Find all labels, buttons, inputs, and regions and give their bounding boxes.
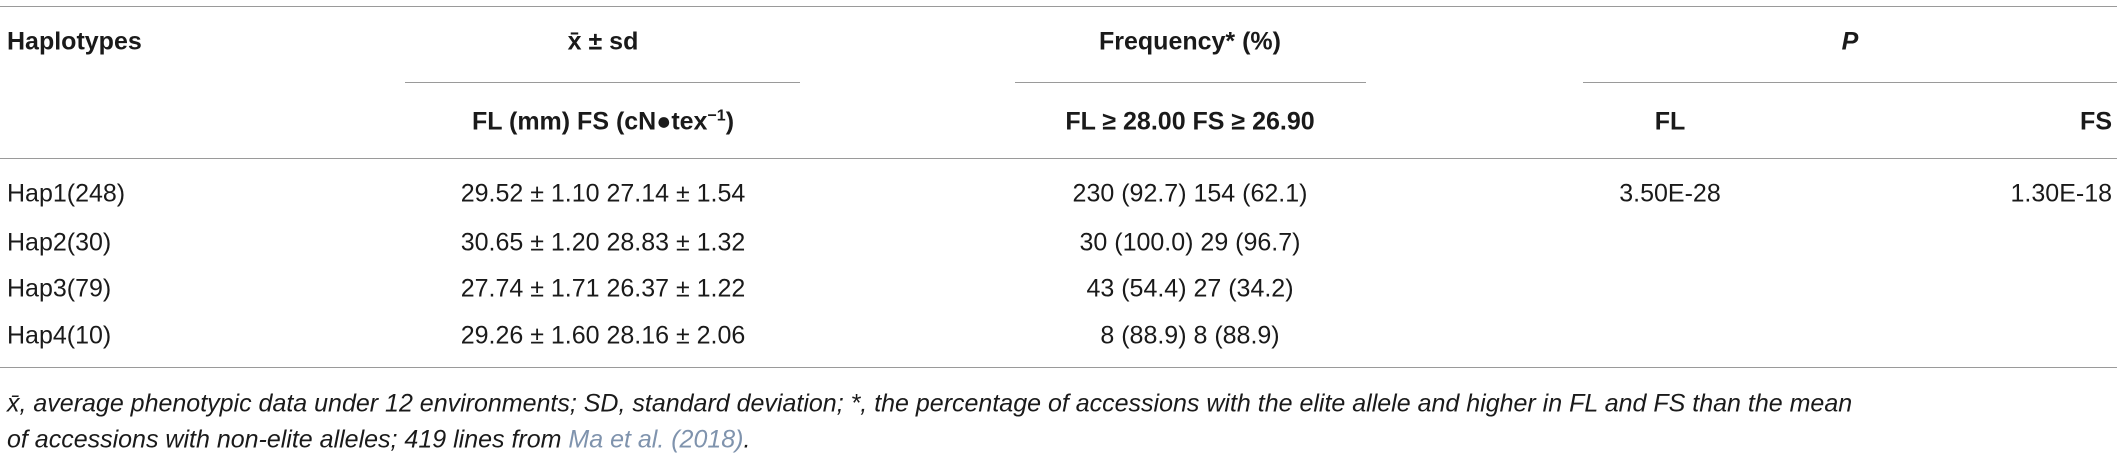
header-cell: Frequency* (%) (1099, 27, 1281, 56)
header-cell: FL (mm) FS (cN●tex−1) (472, 107, 734, 136)
table-cell: 3.50E-28 (1619, 179, 1721, 208)
bottom-rule (0, 367, 2117, 368)
footnote: x̄, average phenotypic data under 12 env… (7, 389, 1853, 418)
header-cell: x̄ ± sd (567, 27, 639, 56)
header-cell: Haplotypes (7, 27, 142, 56)
superscript: −1 (707, 107, 726, 125)
footnote-text: . (743, 425, 751, 454)
citation-link[interactable]: Ma et al. (2018) (568, 425, 744, 454)
header-cell: FL ≥ 28.00 FS ≥ 26.90 (1065, 107, 1315, 136)
header-cell: P (1841, 27, 1859, 56)
header-cell: FL (1654, 107, 1686, 136)
table-cell: Hap1(248) (7, 179, 126, 208)
footnote: of accessions with non-elite alleles; 41… (7, 426, 750, 455)
header-text: ) (725, 107, 735, 136)
table-cell: 30 (100.0) 29 (96.7) (1079, 228, 1301, 257)
table-cell: 8 (88.9) 8 (88.9) (1100, 321, 1280, 350)
table-cell: Hap4(10) (7, 321, 112, 350)
table-cell: 43 (54.4) 27 (34.2) (1086, 274, 1294, 303)
table-cell: 29.52 ± 1.10 27.14 ± 1.54 (460, 179, 746, 208)
table-cell: 1.30E-18 (2010, 179, 2112, 208)
footnote-text: of accessions with non-elite alleles; 41… (7, 425, 569, 454)
top-rule (0, 6, 2117, 7)
table-cell: 29.26 ± 1.60 28.16 ± 2.06 (460, 321, 746, 350)
header-rule (0, 158, 2117, 159)
table-cell: 30.65 ± 1.20 28.83 ± 1.32 (460, 228, 746, 257)
header-cell: FS (2080, 107, 2112, 136)
table-cell: 230 (92.7) 154 (62.1) (1072, 179, 1308, 208)
table-cell: Hap3(79) (7, 274, 112, 303)
group-rule (1015, 82, 1366, 83)
header-text: FL (mm) FS (cN●tex (471, 107, 708, 136)
group-rule (405, 82, 800, 83)
group-rule (1583, 82, 2117, 83)
table-cell: Hap2(30) (7, 228, 112, 257)
table-cell: 27.74 ± 1.71 26.37 ± 1.22 (460, 274, 746, 303)
